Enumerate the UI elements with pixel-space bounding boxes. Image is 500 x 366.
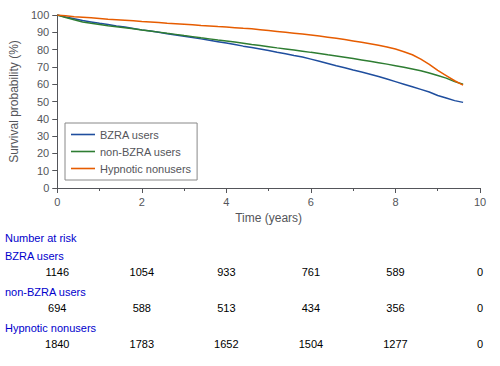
svg-text:non-BZRA users: non-BZRA users [100, 146, 181, 158]
svg-text:0: 0 [43, 182, 49, 194]
svg-text:513: 513 [217, 302, 235, 314]
svg-text:80: 80 [37, 44, 49, 56]
svg-text:10: 10 [37, 165, 49, 177]
svg-text:60: 60 [37, 78, 49, 90]
svg-text:BZRA users: BZRA users [100, 129, 159, 141]
svg-text:8: 8 [392, 196, 398, 208]
svg-text:1652: 1652 [214, 338, 238, 350]
svg-text:4: 4 [223, 196, 229, 208]
svg-text:589: 589 [386, 266, 404, 278]
svg-text:BZRA users: BZRA users [5, 250, 64, 262]
svg-text:non-BZRA users: non-BZRA users [5, 286, 86, 298]
svg-text:694: 694 [48, 302, 66, 314]
svg-text:Survival probability (%): Survival probability (%) [7, 40, 21, 163]
svg-text:0: 0 [477, 338, 483, 350]
svg-text:0: 0 [54, 196, 60, 208]
svg-text:588: 588 [133, 302, 151, 314]
svg-text:20: 20 [37, 147, 49, 159]
svg-text:70: 70 [37, 61, 49, 73]
svg-text:90: 90 [37, 26, 49, 38]
svg-text:1783: 1783 [130, 338, 154, 350]
svg-text:40: 40 [37, 113, 49, 125]
svg-text:434: 434 [302, 302, 320, 314]
svg-text:6: 6 [308, 196, 314, 208]
svg-text:50: 50 [37, 96, 49, 108]
svg-text:2: 2 [139, 196, 145, 208]
svg-text:1146: 1146 [45, 266, 69, 278]
svg-text:933: 933 [217, 266, 235, 278]
svg-text:1840: 1840 [45, 338, 69, 350]
svg-text:0: 0 [477, 266, 483, 278]
svg-text:1504: 1504 [299, 338, 323, 350]
svg-text:0: 0 [477, 302, 483, 314]
svg-text:100: 100 [31, 9, 49, 21]
svg-text:10: 10 [474, 196, 486, 208]
svg-text:Hypnotic nonusers: Hypnotic nonusers [100, 163, 192, 175]
svg-text:1054: 1054 [130, 266, 154, 278]
svg-text:30: 30 [37, 130, 49, 142]
svg-text:761: 761 [302, 266, 320, 278]
svg-text:Hypnotic nonusers: Hypnotic nonusers [5, 322, 97, 334]
svg-text:1277: 1277 [383, 338, 407, 350]
svg-text:Number at risk: Number at risk [5, 232, 77, 244]
svg-text:356: 356 [386, 302, 404, 314]
svg-text:Time (years): Time (years) [235, 211, 302, 225]
